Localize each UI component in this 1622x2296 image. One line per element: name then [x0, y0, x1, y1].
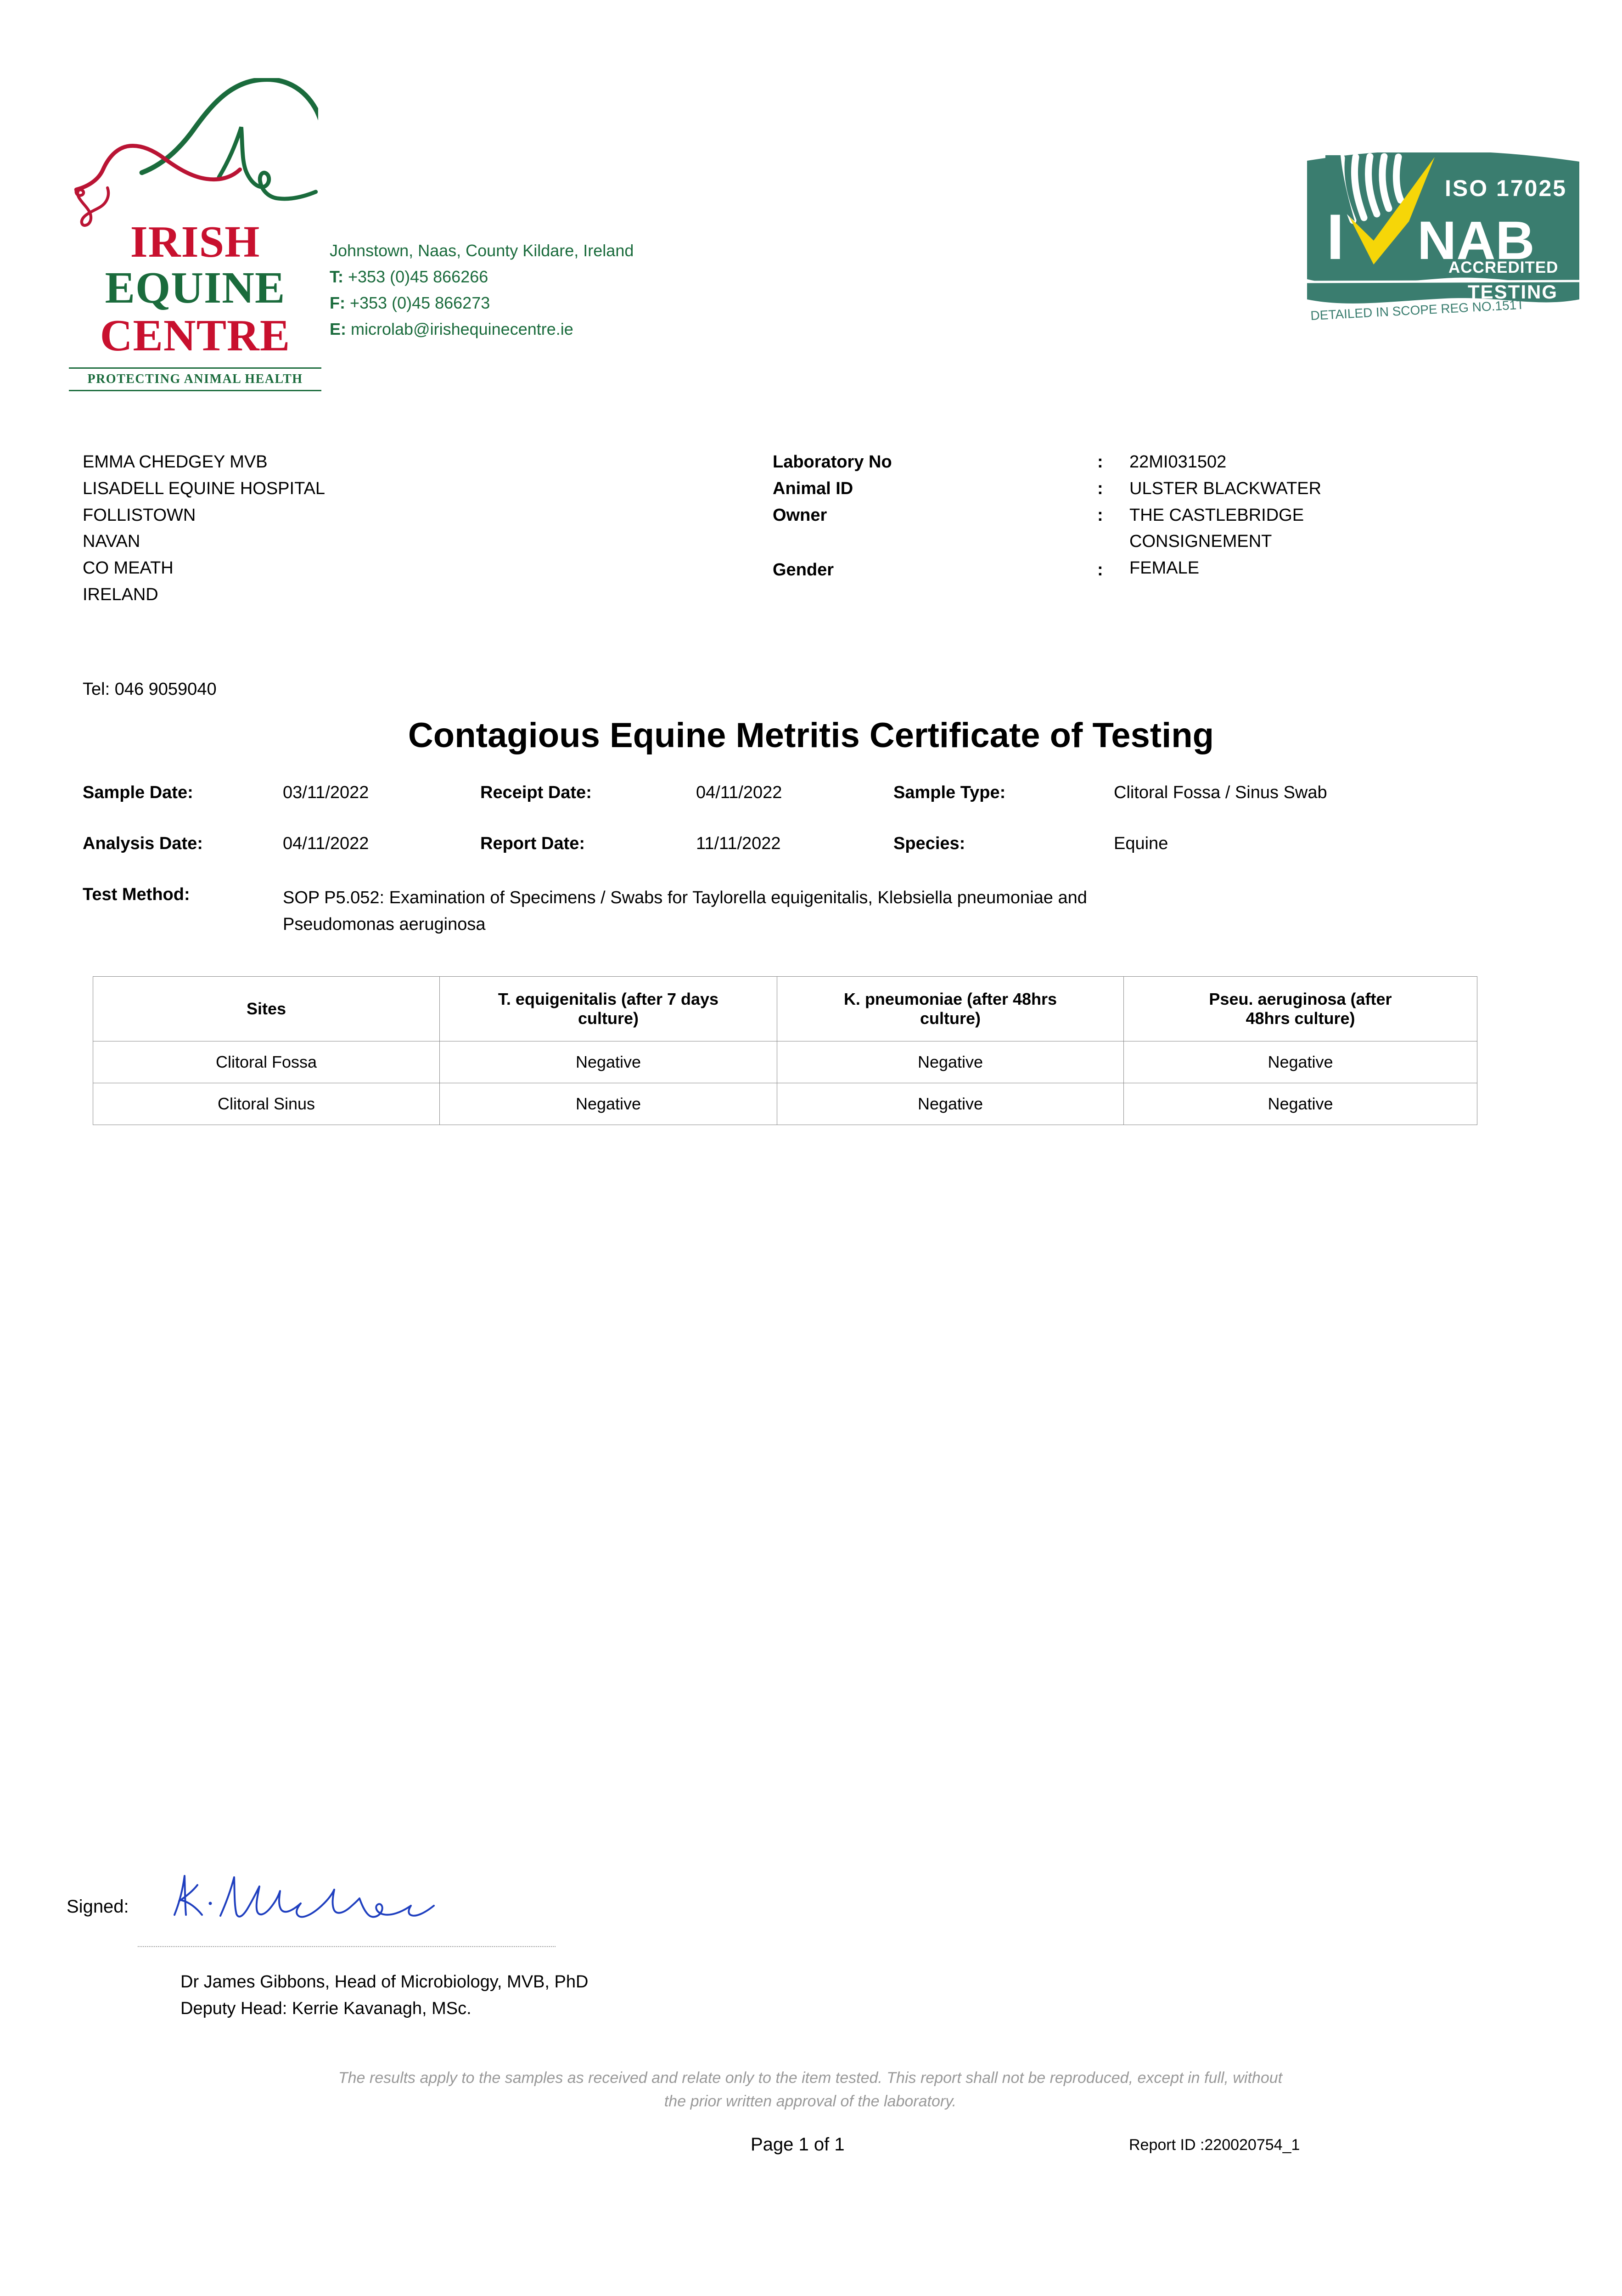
svg-text:ISO 17025: ISO 17025 [1445, 175, 1567, 201]
svg-text:ACCREDITED: ACCREDITED [1448, 259, 1558, 276]
svg-text:I: I [1326, 201, 1344, 273]
